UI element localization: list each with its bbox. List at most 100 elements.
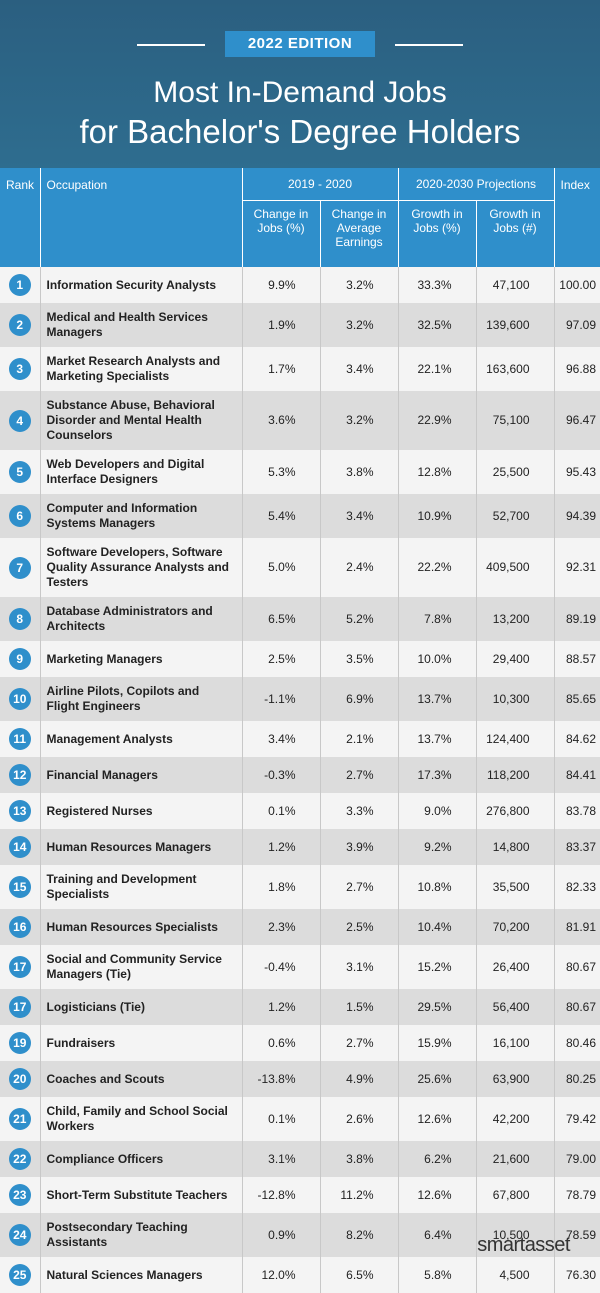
table-row: 14 Human Resources Managers 1.2% 3.9% 9.2% 14… [0,829,600,865]
occupation-cell: Registered Nurses [39,793,242,829]
rank-badge: 7 [8,556,31,579]
change-jobs-cell: 0.9% [241,1213,320,1257]
rank-badge: 12 [8,764,31,786]
occupation-cell: Training and Development Specialists [39,865,242,909]
table-row: 6 Computer and Information Systems Manage… [0,494,600,538]
change-earnings-cell: 3.1% [319,945,398,989]
occupation-cell: Coaches and Scouts [39,1061,242,1097]
occupation-cell: Market Research Analysts and Marketing S… [39,347,242,391]
index-cell: 76.30 [553,1257,600,1293]
rank-badge: 17 [8,996,31,1018]
growth-num-cell: 47,100 [475,267,554,303]
table-row: 3 Market Research Analysts and Marketing … [0,347,600,391]
growth-num-cell: 10,300 [475,677,554,721]
rank-badge: 16 [8,916,31,938]
rank-badge: 11 [8,728,31,750]
change-jobs-cell: 6.5% [241,597,320,641]
rule [395,44,463,46]
table-row: 9 Marketing Managers 2.5% 3.5% 10.0% 29,400 88… [0,641,600,677]
growth-pct-cell: 6.2% [397,1141,476,1177]
change-jobs-cell: -1.1% [241,677,320,721]
table-row: 12 Financial Managers -0.3% 2.7% 17.3% 118,20… [0,757,600,793]
change-earnings-cell: 2.5% [319,909,398,945]
index-cell: 85.65 [553,677,600,721]
rank-cell: 9 [0,641,40,677]
rank-badge: 14 [8,836,31,858]
rank-badge: 22 [8,1148,31,1170]
index-cell: 94.39 [553,494,600,538]
growth-pct-cell: 13.7% [397,721,476,757]
occupation-cell: Fundraisers [39,1025,242,1061]
change-earnings-cell: 3.5% [319,641,398,677]
index-cell: 97.09 [553,303,600,347]
rank-cell: 24 [0,1213,40,1257]
change-earnings-cell: 3.3% [319,793,398,829]
table-row: 16 Human Resources Specialists 2.3% 2.5% 10.… [0,909,600,945]
growth-pct-cell: 6.4% [397,1213,476,1257]
growth-pct-cell: 32.5% [397,303,476,347]
occupation-cell: Financial Managers [39,757,242,793]
change-jobs-cell: -13.8% [241,1061,320,1097]
growth-num-cell: 25,500 [475,450,554,494]
growth-num-cell: 67,800 [475,1177,554,1213]
change-jobs-cell: 0.1% [241,793,320,829]
change-jobs-cell: 3.1% [241,1141,320,1177]
change-earnings-cell: 2.7% [319,865,398,909]
table-row: 21 Child, Family and School Social Worker… [0,1097,600,1141]
growth-pct-cell: 29.5% [397,989,476,1025]
table-row: 2 Medical and Health Services Managers 1.9… [0,303,600,347]
change-earnings-cell: 2.1% [319,721,398,757]
index-cell: 96.88 [553,347,600,391]
index-cell: 96.47 [553,391,600,450]
table-row: 17 Logisticians (Tie) 1.2% 1.5% 29.5% 56,400 8… [0,989,600,1025]
table-row: 19 Fundraisers 0.6% 2.7% 15.9% 16,100 80.46 [0,1025,600,1061]
rank-cell: 22 [0,1141,40,1177]
growth-pct-cell: 10.9% [397,494,476,538]
col-header: Index [553,168,600,267]
rank-cell: 8 [0,597,40,641]
growth-num-cell: 14,800 [475,829,554,865]
growth-num-cell: 63,900 [475,1061,554,1097]
change-earnings-cell: 3.4% [319,347,398,391]
title: Most In-Demand Jobs [153,76,447,109]
edition-badge: 2022 EDITION [225,31,375,57]
occupation-cell: Natural Sciences Managers [39,1257,242,1293]
rank-badge: 21 [8,1108,31,1130]
index-cell: 100.00 [553,267,600,303]
rank-cell: 13 [0,793,40,829]
table-body: 1 Information Security Analysts 9.9% 3.2% 33… [0,267,600,1293]
index-cell: 89.19 [553,597,600,641]
rank-badge: 6 [8,505,31,527]
index-cell: 80.25 [553,1061,600,1097]
rank-badge: 24 [8,1224,31,1246]
table-row: 17 Social and Community Service Managers … [0,945,600,989]
index-cell: 79.00 [553,1141,600,1177]
rank-badge: 20 [8,1068,31,1090]
change-jobs-cell: -0.4% [241,945,320,989]
change-earnings-cell: 2.7% [319,757,398,793]
col-header: Rank [0,168,40,267]
occupation-cell: Social and Community Service Managers (T… [39,945,242,989]
occupation-cell: Medical and Health Services Managers [39,303,242,347]
growth-pct-cell: 9.0% [397,793,476,829]
growth-num-cell: 4,500 [475,1257,554,1293]
change-earnings-cell: 6.9% [319,677,398,721]
change-jobs-cell: 1.9% [241,303,320,347]
occupation-cell: Web Developers and Digital Interface Des… [39,450,242,494]
occupation-cell: Short-Term Substitute Teachers [39,1177,242,1213]
index-cell: 83.78 [553,793,600,829]
table-row: 15 Training and Development Specialists 1.… [0,865,600,909]
growth-num-cell: 52,700 [475,494,554,538]
rank-badge: 1 [8,274,31,296]
occupation-cell: Human Resources Managers [39,829,242,865]
rank-badge: 15 [8,876,31,898]
rank-badge: 5 [8,461,31,483]
growth-pct-cell: 10.8% [397,865,476,909]
table-row: 4 Substance Abuse, Behavioral Disorder an… [0,391,600,450]
change-earnings-cell: 3.2% [319,391,398,450]
index-cell: 92.31 [553,538,600,597]
change-jobs-cell: 3.4% [241,721,320,757]
change-jobs-cell: -12.8% [241,1177,320,1213]
change-jobs-cell: 5.4% [241,494,320,538]
index-cell: 80.67 [553,989,600,1025]
